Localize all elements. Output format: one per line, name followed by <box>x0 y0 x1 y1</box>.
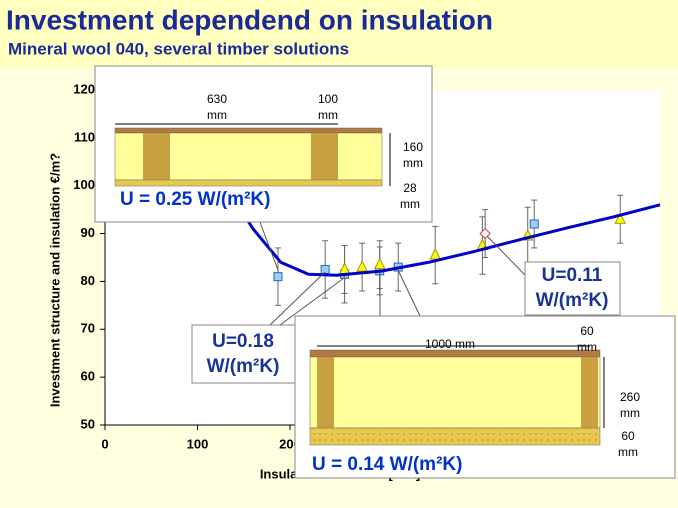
y-tick-label: 110 <box>74 129 95 144</box>
dimension-label: mm <box>620 406 640 420</box>
data-point <box>529 219 539 229</box>
dimension-label: 28 <box>403 181 417 195</box>
trend-line <box>223 184 661 277</box>
data-point <box>373 257 386 270</box>
dimension-label: mm <box>318 108 338 122</box>
data-point <box>356 259 368 272</box>
callout-text: U=0.11 <box>542 265 603 286</box>
y-tick-label: 90 <box>81 225 95 240</box>
u-value: U = 0.14 W/(m²K) <box>312 454 462 475</box>
timber <box>311 133 338 180</box>
y-tick-label: 100 <box>73 177 95 192</box>
y-tick-label: 50 <box>81 416 95 431</box>
timber <box>143 133 170 180</box>
callout-text: U=0.18 <box>212 331 274 352</box>
y-tick-label: 60 <box>81 369 95 384</box>
inset-2 <box>294 315 676 479</box>
data-point <box>614 212 627 224</box>
callout-box <box>524 261 621 316</box>
board <box>114 127 383 134</box>
dimension-label: 60 <box>580 324 594 338</box>
timber <box>581 357 598 428</box>
callout-text: W/(m²K) <box>207 356 280 377</box>
u-value: U = 0.25 W/(m²K) <box>120 189 270 210</box>
title: Investment dependend on insulation <box>6 4 493 35</box>
inset-1 <box>94 65 433 223</box>
y-tick-label: 80 <box>81 273 95 288</box>
dimension-label: mm <box>403 156 423 170</box>
insulation <box>309 356 601 429</box>
callout-text: W/(m²K) <box>536 290 609 311</box>
y-tick-label: 120 <box>73 81 95 96</box>
dimension-label: mm <box>207 108 227 122</box>
overlays: U=0.18 W/(m²K) U=0.11 W/(m²K) U = 0.25 W/(m²… <box>94 65 676 479</box>
y-axis-label: Investment structure and insulation €/m? <box>47 153 62 407</box>
dimension-label: mm <box>400 197 420 211</box>
data-point <box>429 247 442 260</box>
dimension-label: 1000 mm <box>425 337 475 351</box>
x-tick-label: 100 <box>187 436 209 451</box>
insulation-layer <box>309 427 601 446</box>
dimension-label: mm <box>618 445 638 459</box>
dimension-label: 260 <box>620 390 640 404</box>
timber <box>317 357 334 428</box>
x-tick-label: 0 <box>101 436 108 451</box>
dimension-label: 630 <box>207 92 227 106</box>
dimension-lines <box>115 123 391 186</box>
data-point <box>273 272 283 282</box>
dimension-label: 100 <box>318 92 338 106</box>
board <box>114 179 383 187</box>
pointers <box>259 221 526 326</box>
dimension-label: 160 <box>403 140 423 154</box>
y-tick-label: 70 <box>81 321 95 336</box>
subtitle: Mineral wool 040, several timber solutio… <box>8 39 349 58</box>
title-band <box>0 0 678 68</box>
dimension-label: 60 <box>621 429 635 443</box>
dimension-lines <box>317 345 605 428</box>
callout-box <box>191 324 296 384</box>
dimension-label: mm <box>577 340 597 354</box>
